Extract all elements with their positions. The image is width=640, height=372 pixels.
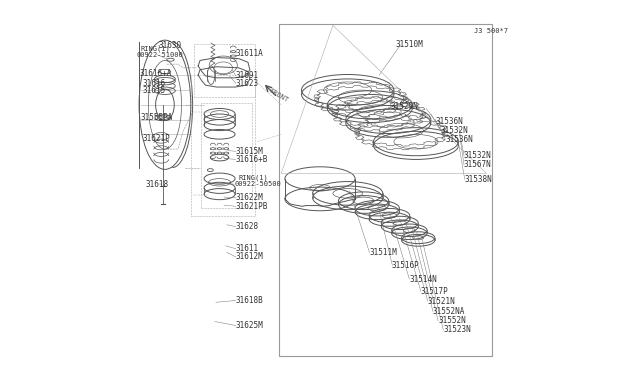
Text: 31555PA: 31555PA	[140, 113, 173, 122]
Text: 31552NA: 31552NA	[433, 307, 465, 316]
Text: FRONT: FRONT	[268, 88, 289, 104]
Text: 31529N: 31529N	[390, 103, 418, 112]
Text: 31523N: 31523N	[444, 326, 471, 334]
Text: 31552N: 31552N	[438, 316, 466, 325]
Text: 31621PB: 31621PB	[236, 202, 268, 211]
Text: 31628: 31628	[236, 222, 259, 231]
Text: 00922-50500: 00922-50500	[234, 181, 281, 187]
Text: 31611: 31611	[236, 244, 259, 253]
Text: 31567N: 31567N	[464, 160, 492, 169]
Text: 31616+A: 31616+A	[139, 68, 172, 77]
Text: 31691: 31691	[236, 71, 259, 80]
Text: 31618B: 31618B	[236, 296, 264, 305]
Text: 31521N: 31521N	[428, 297, 456, 306]
Text: 31536N: 31536N	[445, 135, 474, 144]
Text: 31536N: 31536N	[436, 116, 463, 125]
Text: 31630: 31630	[159, 41, 182, 50]
Text: 31612M: 31612M	[236, 252, 264, 262]
Text: 31615M: 31615M	[236, 147, 264, 156]
Text: 31615: 31615	[143, 86, 166, 95]
Text: 31616: 31616	[143, 79, 166, 88]
Text: 31516P: 31516P	[392, 261, 420, 270]
Text: 31511M: 31511M	[369, 248, 397, 257]
Bar	[195, 44, 255, 97]
Text: 31611A: 31611A	[236, 49, 264, 58]
Text: 31618: 31618	[146, 180, 169, 189]
Text: RING(1): RING(1)	[141, 45, 171, 52]
Text: J3 500*7: J3 500*7	[474, 28, 508, 34]
Text: 31622M: 31622M	[236, 193, 264, 202]
Text: 31625M: 31625M	[236, 321, 264, 330]
Text: 31517P: 31517P	[420, 287, 449, 296]
Text: 31623: 31623	[236, 79, 259, 88]
Bar	[201, 103, 252, 208]
Text: RING(1): RING(1)	[238, 175, 268, 182]
Text: 31621P: 31621P	[142, 134, 170, 142]
Text: 31616+B: 31616+B	[236, 155, 268, 164]
Text: 31514N: 31514N	[410, 275, 437, 283]
Text: 31532N: 31532N	[441, 126, 468, 135]
Text: 31510M: 31510M	[396, 41, 424, 49]
Text: 00922-51000: 00922-51000	[136, 52, 183, 58]
Text: 31532N: 31532N	[464, 151, 492, 160]
Text: 31538N: 31538N	[465, 175, 493, 184]
